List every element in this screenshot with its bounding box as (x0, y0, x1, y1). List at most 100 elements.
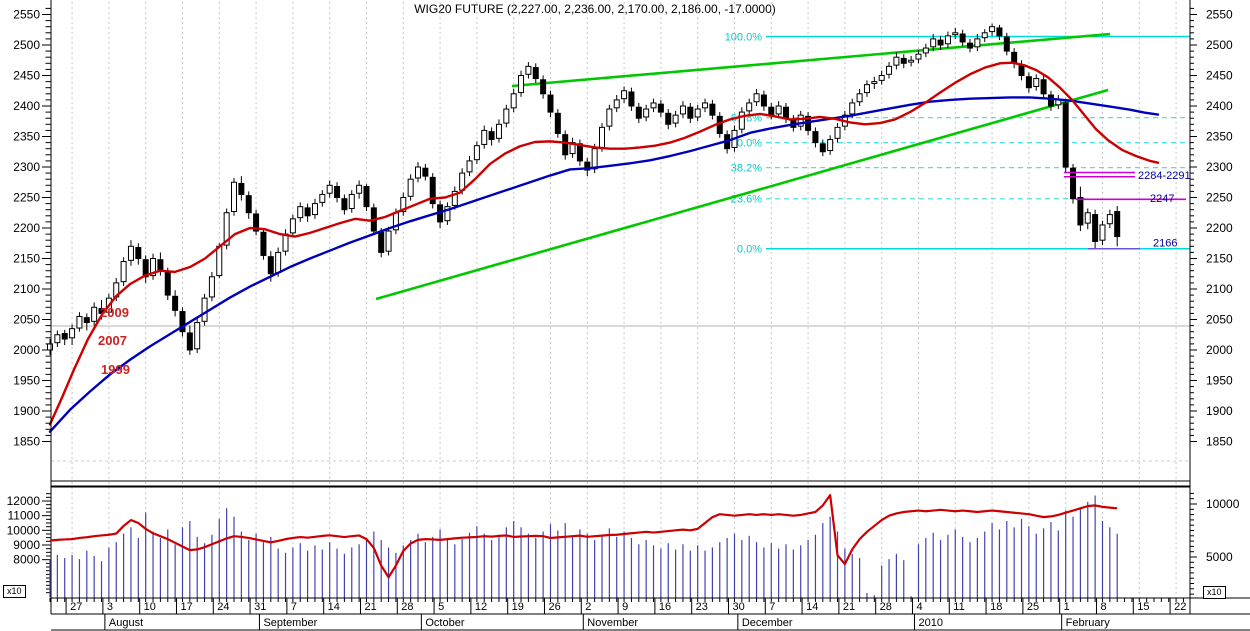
svg-text:2400: 2400 (1206, 99, 1233, 113)
svg-text:10000: 10000 (1206, 497, 1240, 511)
svg-text:2284-2291: 2284-2291 (1138, 170, 1191, 182)
svg-text:10: 10 (144, 601, 156, 613)
ma-slow-line (48, 96, 1160, 433)
svg-text:2500: 2500 (1206, 38, 1233, 52)
price-axis-right: 1850 1900 1950 2000 2050 2100 2150 2200 2250 2300… (1190, 8, 1233, 449)
panel-frame (50, 0, 1250, 631)
left-scale-multiplier: x10 (3, 585, 26, 598)
svg-text:9000: 9000 (13, 538, 40, 552)
svg-text:2100: 2100 (1206, 282, 1233, 296)
svg-text:38.2%: 38.2% (731, 163, 762, 175)
svg-text:9: 9 (622, 601, 628, 613)
svg-text:2150: 2150 (13, 252, 40, 266)
svg-text:November: November (587, 617, 638, 629)
svg-text:2400: 2400 (13, 99, 40, 113)
svg-text:2166: 2166 (1153, 238, 1177, 250)
svg-text:7: 7 (769, 601, 775, 613)
svg-text:2000: 2000 (13, 343, 40, 357)
trend-lines[interactable] (375, 32, 1111, 301)
svg-text:12: 12 (475, 601, 487, 613)
year-annotations: 2009 2007 1999 (98, 305, 130, 377)
right-scale-multiplier: x10 (1203, 586, 1226, 599)
svg-text:0.0%: 0.0% (737, 244, 762, 256)
volume-bars (49, 495, 1118, 598)
svg-text:1900: 1900 (13, 404, 40, 418)
svg-text:2350: 2350 (13, 130, 40, 144)
svg-text:2300: 2300 (1206, 160, 1233, 174)
svg-text:12000: 12000 (7, 494, 41, 508)
svg-text:1850: 1850 (13, 435, 40, 449)
chart-title: WIG20 FUTURE (2,227.00, 2,236.00, 2,170.… (414, 2, 776, 16)
svg-text:21: 21 (364, 601, 376, 613)
svg-text:2250: 2250 (13, 191, 40, 205)
svg-text:18: 18 (990, 601, 1002, 613)
price-axis-left: 1850 1900 1950 2000 2050 2100 2150 2200 2250 2300… (13, 8, 51, 449)
fibonacci-retracement: 100.0%61.8%50.0%38.2%23.6%0.0% (725, 31, 1190, 256)
ma-fast-line (48, 61, 1160, 426)
svg-text:28: 28 (401, 601, 413, 613)
svg-text:2000: 2000 (1206, 343, 1233, 357)
svg-text:2450: 2450 (13, 69, 40, 83)
svg-text:1850: 1850 (1206, 435, 1233, 449)
grid-lines (51, 2, 1190, 598)
svg-text:2050: 2050 (13, 313, 40, 327)
svg-text:14: 14 (328, 601, 340, 613)
svg-text:2010: 2010 (918, 617, 942, 629)
svg-text:2200: 2200 (13, 221, 40, 235)
svg-text:5000: 5000 (1206, 550, 1233, 564)
svg-text:October: October (425, 617, 464, 629)
svg-text:100.0%: 100.0% (725, 31, 763, 43)
svg-text:27: 27 (70, 601, 82, 613)
svg-text:2200: 2200 (1206, 221, 1233, 235)
svg-text:2450: 2450 (1206, 69, 1233, 83)
price-level-lines[interactable]: 2284-2291 2247 2166 (1064, 170, 1191, 250)
svg-text:2500: 2500 (13, 38, 40, 52)
x-axis: 27 3 10 17 24 31 7 14 21 28 5 12 19 26 2 9 16 23 30 7 14 21 28… (49, 598, 1186, 630)
svg-text:4: 4 (916, 601, 922, 613)
svg-text:2100: 2100 (13, 282, 40, 296)
svg-text:25: 25 (1027, 601, 1039, 613)
svg-text:26: 26 (548, 601, 560, 613)
svg-text:1999: 1999 (101, 362, 130, 377)
svg-text:2: 2 (585, 601, 591, 613)
svg-text:1950: 1950 (13, 374, 40, 388)
svg-text:24: 24 (217, 601, 229, 613)
svg-text:1900: 1900 (1206, 404, 1233, 418)
svg-text:2050: 2050 (1206, 313, 1233, 327)
svg-text:28: 28 (880, 601, 892, 613)
svg-text:2250: 2250 (1206, 191, 1233, 205)
svg-text:11000: 11000 (8, 509, 41, 523)
svg-text:5: 5 (438, 601, 444, 613)
candlesticks (47, 23, 1121, 355)
svg-text:15: 15 (1137, 601, 1149, 613)
svg-text:2300: 2300 (13, 160, 40, 174)
svg-text:19: 19 (512, 601, 524, 613)
svg-text:February: February (1066, 617, 1111, 629)
svg-text:50.0%: 50.0% (731, 138, 762, 150)
svg-text:2009: 2009 (100, 305, 129, 320)
svg-text:2007: 2007 (98, 333, 127, 348)
svg-text:10000: 10000 (7, 523, 41, 537)
svg-text:August: August (109, 617, 143, 629)
svg-text:21: 21 (843, 601, 855, 613)
svg-text:September: September (263, 617, 317, 629)
svg-text:1950: 1950 (1206, 374, 1233, 388)
svg-text:17: 17 (180, 601, 192, 613)
svg-text:23: 23 (696, 601, 708, 613)
svg-text:16: 16 (659, 601, 671, 613)
svg-text:3: 3 (107, 601, 113, 613)
svg-text:2150: 2150 (1206, 252, 1233, 266)
svg-text:2550: 2550 (13, 8, 40, 22)
svg-text:2550: 2550 (1206, 8, 1233, 22)
svg-text:7: 7 (291, 601, 297, 613)
svg-text:30: 30 (732, 601, 744, 613)
svg-text:14: 14 (806, 601, 818, 613)
svg-text:2247: 2247 (1150, 193, 1174, 205)
svg-text:December: December (742, 617, 793, 629)
svg-text:22: 22 (1174, 601, 1186, 613)
open-interest-line (49, 494, 1118, 579)
svg-text:8: 8 (1100, 601, 1106, 613)
